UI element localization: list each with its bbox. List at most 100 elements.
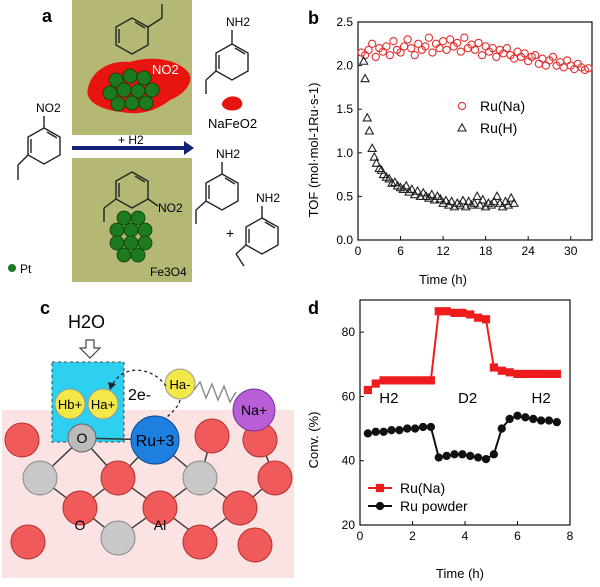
electron-transfer-arrow <box>165 399 181 419</box>
chart-b-point-circle <box>502 44 512 53</box>
chart-d-point-circle <box>544 416 554 425</box>
lattice-atoms <box>4 418 293 563</box>
chart-b-point-triangle <box>412 185 423 195</box>
arrow-label: + H2 <box>118 133 144 147</box>
chart-b-point-triangle <box>389 177 400 186</box>
chart-d-legend-marker <box>375 483 385 493</box>
chart-d-point-circle <box>434 453 443 462</box>
chart-b-point-triangle <box>371 157 382 167</box>
chart-b-point-triangle <box>404 186 414 196</box>
chart-b-point-triangle <box>497 201 508 211</box>
chart-d-point-circle <box>481 454 491 464</box>
chart-b-point-triangle <box>384 173 395 183</box>
chart-d-point-square <box>411 376 420 385</box>
chart-d-point-circle <box>403 424 412 433</box>
product-bottom-2-molecule <box>235 206 279 267</box>
bottom-box-no2: NO2 <box>158 201 183 215</box>
chart-d-point-square <box>418 376 428 385</box>
chart-d-point-circle <box>473 453 483 462</box>
chart-b-point-circle <box>424 33 434 42</box>
chart-b-ytick-label: 0.5 <box>336 189 353 203</box>
hb-atom <box>54 388 86 420</box>
hydride-arrowhead <box>108 382 116 390</box>
chart-d-point-square <box>434 307 443 316</box>
reactant-molecule <box>17 116 61 180</box>
chart-d-ytick-label: 40 <box>342 454 356 468</box>
chart-b-point-circle <box>442 45 451 55</box>
chart-b-point-triangle <box>492 191 502 200</box>
chart-b-point-triangle <box>477 194 488 204</box>
al-atom-legend: Al <box>154 517 166 533</box>
reaction-arrowhead <box>184 141 194 155</box>
top-box-no2: NO2 <box>152 62 179 77</box>
chart-b-point-circle <box>520 49 529 58</box>
water-label: H2O <box>68 312 105 332</box>
chart-b-point-circle <box>396 48 405 57</box>
product-bottom-1-molecule <box>195 162 239 224</box>
product-bottom-1-nh2: NH2 <box>216 147 240 161</box>
surface-o-atom <box>67 423 97 453</box>
chart-b-point-triangle <box>401 180 412 190</box>
chart-d-ytick-label: 20 <box>342 518 356 532</box>
surface-o-label: O <box>77 430 88 446</box>
chart-b-point-circle <box>470 45 480 55</box>
chart-b-point-triangle <box>472 191 483 200</box>
chart-b-point-triangle <box>418 187 429 197</box>
ha-plus-label: Ha+ <box>91 397 115 412</box>
water-arrow-icon <box>78 339 102 359</box>
chart-b-point-triangle <box>426 189 437 199</box>
chart-d-point-circle <box>395 426 404 435</box>
chart-d-point-square <box>521 369 530 379</box>
chart-b-point-circle <box>453 38 462 48</box>
chart-b-point-triangle <box>446 196 457 206</box>
chart-b-point-triangle <box>466 199 477 209</box>
chart-d-point-square <box>489 363 498 372</box>
chart-d-point-circle <box>513 411 522 420</box>
chart-b-point-circle <box>531 50 540 60</box>
top-box-molecule <box>115 4 163 55</box>
chart-b-point-triangle <box>475 199 485 209</box>
nafeo2-label: NaFeO2 <box>208 116 257 131</box>
chart-b-legend-label: Ru(Na) <box>480 98 525 114</box>
chart-b-point-circle <box>477 50 487 60</box>
chart-d-gas-annotation: H2 <box>379 390 398 407</box>
chart-d-ytick-label: 60 <box>342 389 356 403</box>
hb-label: Hb+ <box>58 397 82 412</box>
chart-b-point-circle <box>541 61 551 70</box>
chart-b-point-circle <box>407 44 416 53</box>
chart-b-xtick-label: 6 <box>397 244 404 258</box>
chart-b-point-circle <box>584 64 593 73</box>
chart-b-point-triangle <box>463 196 474 206</box>
chart-d-point-circle <box>442 451 451 461</box>
top-cluster <box>102 68 160 112</box>
chart-d-plot-frame <box>359 299 571 526</box>
chart-d-point-circle <box>379 427 388 436</box>
chart-b-xtick-label: 24 <box>522 244 536 258</box>
electrons-label: 2e- <box>128 387 151 404</box>
chart-b-xtick-label: 0 <box>355 244 362 258</box>
product-bottom-2-nh2: NH2 <box>256 191 280 205</box>
chart-b-point-circle <box>382 42 391 51</box>
chart-b-point-triangle <box>435 193 446 203</box>
chart-b-ylabel: TOF (mol·mol-1Ru·s-1) <box>306 83 321 218</box>
chart-d-point-circle <box>552 417 562 427</box>
chart-b-point-triangle <box>364 125 375 135</box>
chart-b-xtick-label: 12 <box>436 244 450 258</box>
chart-b-point-circle <box>563 56 572 65</box>
chart-d-point-square <box>395 376 404 385</box>
chart-d-point-square <box>552 369 561 379</box>
ha-minus-label: Ha- <box>170 377 191 392</box>
chart-b-ytick-label: 1.0 <box>336 146 353 160</box>
chart-b-point-triangle <box>362 112 373 122</box>
chart-b-point-circle <box>481 42 490 51</box>
pt-legend-dot <box>8 264 16 272</box>
chart-b-point-triangle <box>489 196 500 206</box>
chart-b-point-circle <box>364 45 373 55</box>
chart-b-point-circle <box>513 47 522 56</box>
chart-b-point-circle <box>389 37 398 46</box>
chart-d-legend-marker <box>375 501 385 511</box>
panel-b: b TOF (mol·mol-1Ru·s-1) Time (h) 0 6 12 18 2… <box>300 0 600 290</box>
chart-b-plot-frame <box>357 21 593 241</box>
chart-b-ytick-label: 2.0 <box>336 59 353 73</box>
chart-d-point-square <box>442 307 451 316</box>
